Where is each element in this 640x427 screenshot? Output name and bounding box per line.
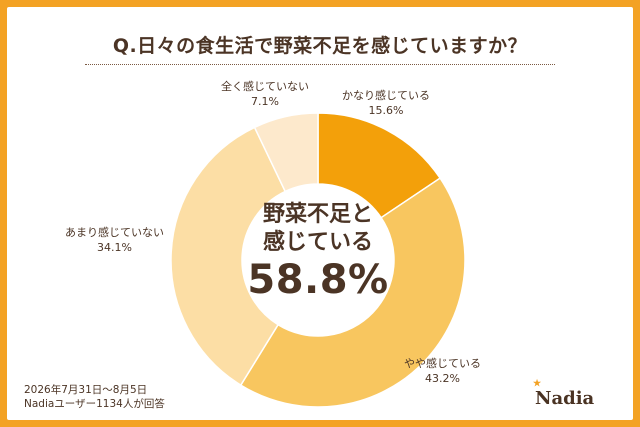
slice-label-0: かなり感じている 15.6%	[342, 88, 430, 118]
slice-label-3: 全く感じていない 7.1%	[221, 79, 309, 109]
donut-chart	[170, 112, 466, 408]
slice-label-1: やや感じている 43.2%	[404, 356, 481, 386]
title-divider	[85, 64, 555, 65]
slice-value-1: 43.2%	[425, 372, 460, 385]
survey-respondents: Nadiaユーザー1134人が回答	[24, 398, 165, 410]
slice-label-2: あまり感じていない 34.1%	[65, 225, 164, 255]
slice-value-3: 7.1%	[251, 95, 279, 108]
star-icon: ★	[533, 379, 542, 389]
slice-value-0: 15.6%	[368, 104, 404, 117]
slice-value-2: 34.1%	[97, 241, 132, 254]
slice-category-3: 全く感じていない	[221, 80, 309, 93]
center-value: 58.8%	[247, 257, 389, 303]
center-summary: 野菜不足と 感じている 58.8%	[238, 201, 398, 303]
donut-slice-1	[239, 177, 466, 408]
survey-note: 2026年7月31日〜8月5日 Nadiaユーザー1134人が回答	[24, 383, 165, 411]
center-line-2: 感じている	[262, 230, 373, 255]
donut-slice-2	[170, 126, 287, 387]
donut-slice-3	[253, 112, 319, 193]
slice-category-1: やや感じている	[404, 357, 481, 370]
chart-panel: Q.日々の食生活で野菜不足を感じていますか？ かなり感じている 15.6% やや…	[7, 7, 633, 420]
slice-category-0: かなり感じている	[342, 89, 430, 102]
logo-text: Nadia	[535, 388, 595, 409]
slice-category-2: あまり感じていない	[65, 226, 164, 239]
nadia-logo: ★ Nadia	[533, 379, 595, 409]
survey-period: 2026年7月31日〜8月5日	[24, 384, 148, 396]
chart-title: Q.日々の食生活で野菜不足を感じていますか？	[112, 35, 528, 57]
center-line-1: 野菜不足と	[262, 202, 373, 227]
